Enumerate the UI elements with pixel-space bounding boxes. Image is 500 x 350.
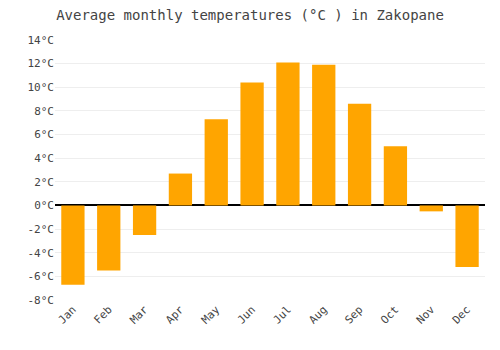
svg-text:-4°C: -4°C (28, 247, 55, 260)
svg-text:Mar: Mar (127, 303, 151, 327)
svg-text:-8°C: -8°C (28, 294, 55, 307)
svg-text:Apr: Apr (163, 303, 187, 327)
svg-text:0°C: 0°C (34, 199, 54, 212)
svg-text:14°C: 14°C (28, 34, 55, 47)
svg-text:May: May (199, 303, 223, 327)
svg-text:-2°C: -2°C (28, 223, 55, 236)
svg-text:Nov: Nov (414, 303, 438, 327)
svg-text:Aug: Aug (307, 303, 330, 326)
svg-text:12°C: 12°C (28, 57, 55, 70)
svg-text:Oct: Oct (378, 303, 401, 326)
svg-text:Jul: Jul (271, 303, 294, 326)
svg-text:4°C: 4°C (34, 152, 54, 165)
svg-text:2°C: 2°C (34, 176, 54, 189)
svg-text:-6°C: -6°C (28, 270, 55, 283)
svg-text:Jun: Jun (235, 303, 258, 326)
svg-text:Average monthly temperatures (: Average monthly temperatures (°C ) in Za… (56, 7, 444, 23)
svg-text:8°C: 8°C (34, 105, 54, 118)
svg-text:Dec: Dec (450, 303, 473, 326)
svg-text:Feb: Feb (92, 303, 115, 326)
svg-text:Jan: Jan (56, 303, 79, 326)
svg-text:6°C: 6°C (34, 128, 54, 141)
svg-text:Sep: Sep (342, 303, 365, 326)
svg-text:10°C: 10°C (28, 81, 55, 94)
